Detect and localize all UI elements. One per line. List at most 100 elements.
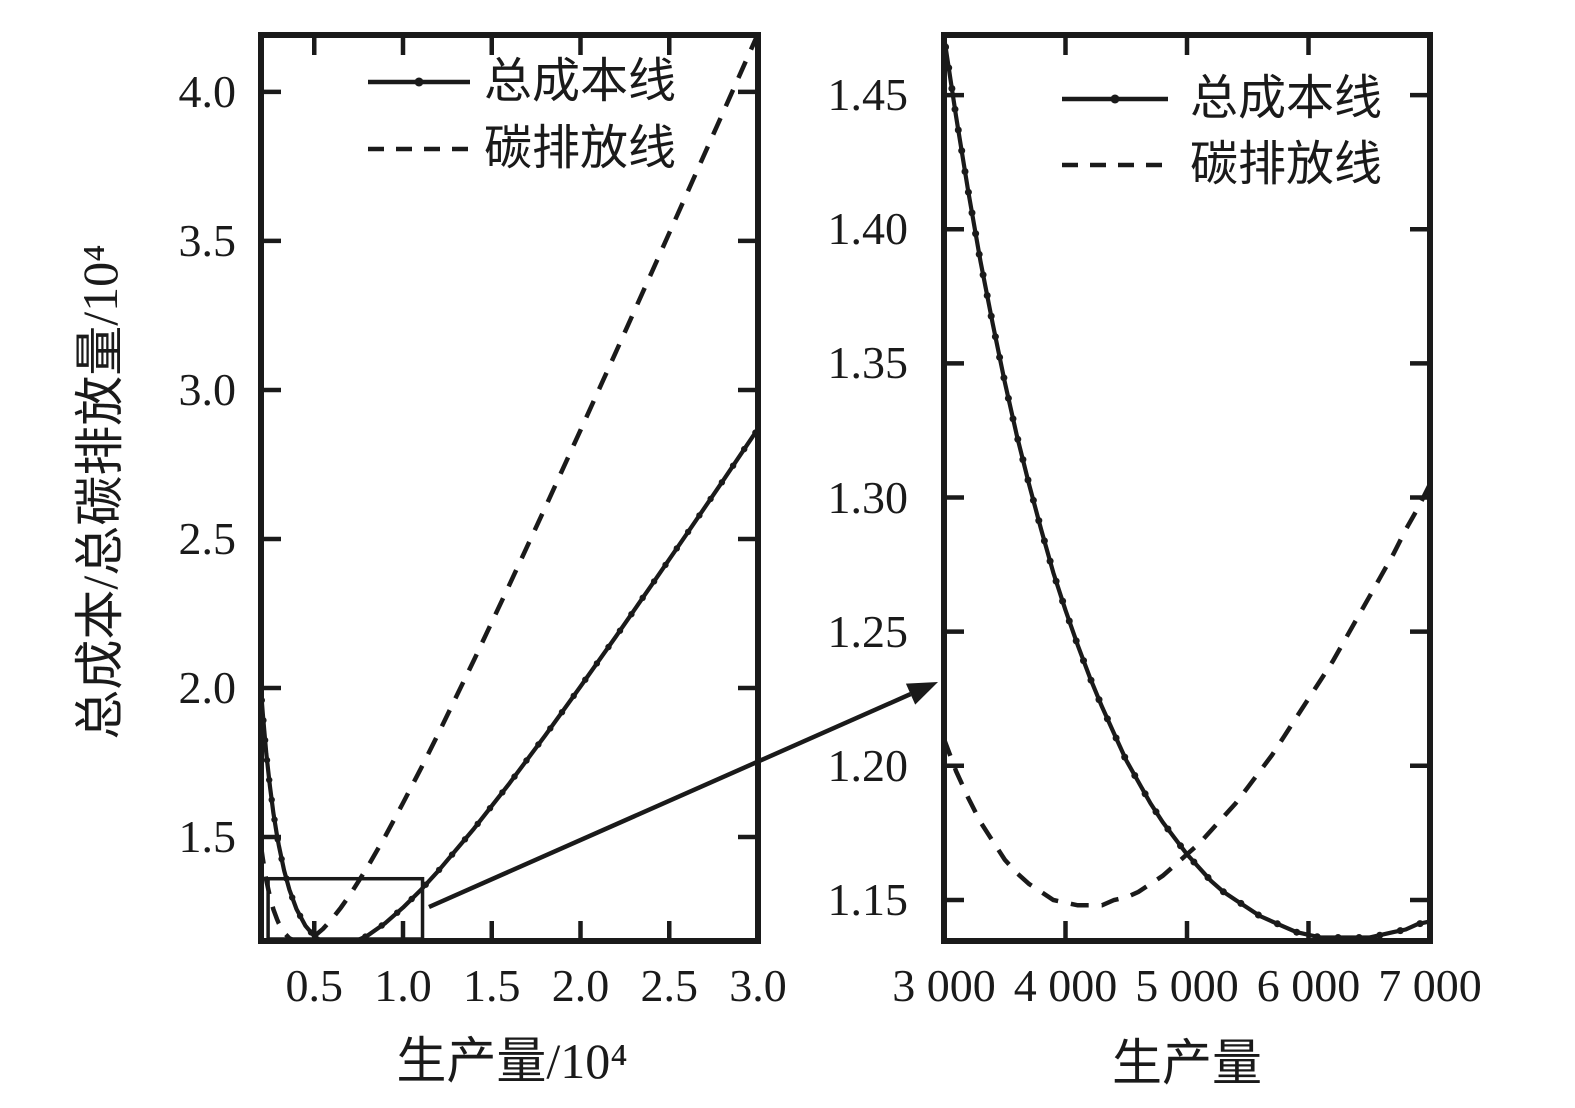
right-panel-data-point-marker [983, 292, 991, 299]
right-panel-y-tick-label: 1.20 [827, 739, 909, 791]
left-legend-label-total-cost-line: 总成本线 [484, 55, 677, 108]
right-panel-data-point-marker [1024, 476, 1032, 484]
left-panel-data-point-marker [650, 578, 658, 585]
right-panel-data-point-marker [972, 230, 980, 238]
left-legend-label-carbon-emission-line: 碳排放线 [484, 122, 677, 175]
right-panel-data-point-marker [975, 250, 983, 258]
right-panel-x-axis-title: 生产量 [1112, 1035, 1262, 1091]
right-panel-data-point-marker [1046, 557, 1054, 565]
right-panel-data-point-marker [1131, 772, 1139, 779]
left-panel-data-point-marker [605, 643, 612, 651]
right-panel-x-tick-label: 7 000 [1378, 960, 1482, 1011]
left-panel-x-axis-title: 生产量/10⁴ [396, 1033, 628, 1089]
left-panel-y-tick-label: 1.5 [178, 810, 237, 862]
left-panel-data-point-marker [523, 757, 530, 764]
right-panel-y-tick-label: 1.45 [827, 69, 909, 121]
left-panel-data-point-marker [474, 820, 481, 828]
right-panel-data-point-marker [1164, 825, 1172, 833]
left-panel-data-point-marker [628, 611, 635, 618]
left-panel-data-point-marker [289, 894, 296, 901]
right-panel-data-point-marker [1237, 899, 1245, 907]
right-panel-data-point-marker [1416, 920, 1424, 928]
right-panel-y-tick-label: 1.30 [827, 471, 909, 523]
right-panel-y-tick-label: 1.25 [827, 605, 909, 657]
left-panel-data-point-marker [263, 756, 271, 764]
left-panel-curve-total-cost [261, 426, 758, 941]
right-panel-x-tick-label: 3 000 [892, 960, 996, 1011]
left-panel-data-point-marker [616, 627, 624, 634]
right-panel-data-point-marker [987, 312, 995, 320]
right-panel-legend-dot-marker [1110, 94, 1120, 104]
left-panel-data-point-marker [266, 776, 273, 784]
right-panel-data-point-marker [961, 168, 969, 175]
left-panel-data-point-marker [707, 495, 714, 503]
right-panel-data-point-marker [968, 209, 976, 217]
left-panel-data-point-marker [486, 805, 494, 812]
right-panel-data-point-marker [1190, 858, 1198, 866]
right-panel-y-tick-label: 1.40 [827, 203, 909, 255]
left-panel-data-point-marker [435, 866, 443, 874]
left-panel-y-tick-label: 2.0 [178, 661, 237, 713]
right-panel-data-point-marker [964, 188, 972, 196]
right-panel-data-point-marker [951, 105, 959, 113]
left-panel-x-tick-label: 1.0 [374, 960, 432, 1011]
left-panel-axes-frame [258, 32, 761, 944]
left-panel-data-point-marker [535, 741, 542, 748]
left-panel-x-tick-label: 2.5 [640, 960, 699, 1011]
right-panel-data-point-marker [1072, 637, 1080, 645]
left-panel-data-point-marker [296, 912, 304, 919]
right-panel-data-point-marker [1152, 808, 1160, 816]
zoom-callout-arrow-shaft [428, 692, 912, 910]
left-panel-data-point-marker [271, 816, 278, 823]
right-panel-data-point-marker [1052, 577, 1060, 585]
zoom-region-box [266, 876, 425, 941]
left-panel-data-point-marker [729, 462, 737, 469]
left-panel-data-point-marker [278, 855, 285, 863]
right-panel-data-point-marker [1112, 734, 1120, 742]
left-panel-data-point-marker [684, 528, 692, 536]
left-panel-y-tick-label: 4.0 [178, 65, 237, 117]
left-panel-data-point-marker [461, 836, 469, 843]
left-panel-y-axis-title: 总成本/总碳排放量/10⁴ [72, 244, 128, 740]
left-panel-y-tick-label: 3.5 [178, 214, 237, 266]
left-panel-data-point-marker [582, 676, 589, 683]
right-panel-data-point-marker [1293, 928, 1301, 936]
left-panel-data-point-marker [378, 922, 385, 929]
right-panel-data-point-marker [1087, 676, 1095, 684]
right-panel-data-point-marker [1376, 931, 1384, 939]
right-panel-data-point-marker [1014, 435, 1022, 443]
left-panel-data-point-marker [268, 796, 275, 803]
right-panel-x-tick-label: 5 000 [1135, 960, 1239, 1011]
right-panel-data-point-marker [1040, 537, 1048, 545]
right-panel-y-tick-label: 1.15 [827, 873, 909, 925]
right-panel-data-point-marker [1029, 496, 1037, 504]
left-panel-data-point-marker [448, 851, 456, 858]
left-panel-data-point-marker [511, 773, 518, 780]
left-panel-curve-carbon-emission [261, 35, 758, 941]
left-panel-x-tick-label: 3.0 [729, 960, 787, 1011]
right-panel-data-point-marker [1080, 657, 1087, 665]
left-panel-y-tick-label: 2.5 [178, 512, 237, 564]
left-panel-x-tick-label: 2.0 [551, 960, 610, 1011]
right-panel-data-point-marker [1000, 374, 1008, 382]
zoom-callout-arrow-head [905, 682, 938, 705]
left-panel-legend-dot-marker [414, 77, 424, 87]
left-panel-data-point-marker [408, 895, 415, 903]
right-panel-curve-carbon-emission [944, 483, 1430, 908]
right-panel-data-point-marker [1254, 911, 1262, 919]
right-panel-data-point-marker [1065, 617, 1073, 625]
right-panel-data-point-marker [1273, 920, 1281, 928]
right-panel-data-point-marker [1004, 394, 1012, 402]
right-panel-data-point-marker [1103, 715, 1111, 723]
right-panel-data-point-marker [1095, 696, 1103, 704]
left-panel-data-point-marker [639, 594, 646, 601]
right-panel-data-point-marker [1035, 517, 1043, 525]
left-panel-x-tick-label: 0.5 [285, 960, 344, 1011]
left-panel-data-point-marker [394, 909, 401, 916]
left-panel-data-point-marker [593, 660, 601, 667]
right-panel-data-point-marker [1219, 888, 1227, 896]
left-panel-x-tick-label: 1.5 [463, 960, 521, 1011]
right-panel-data-point-marker [991, 333, 999, 341]
